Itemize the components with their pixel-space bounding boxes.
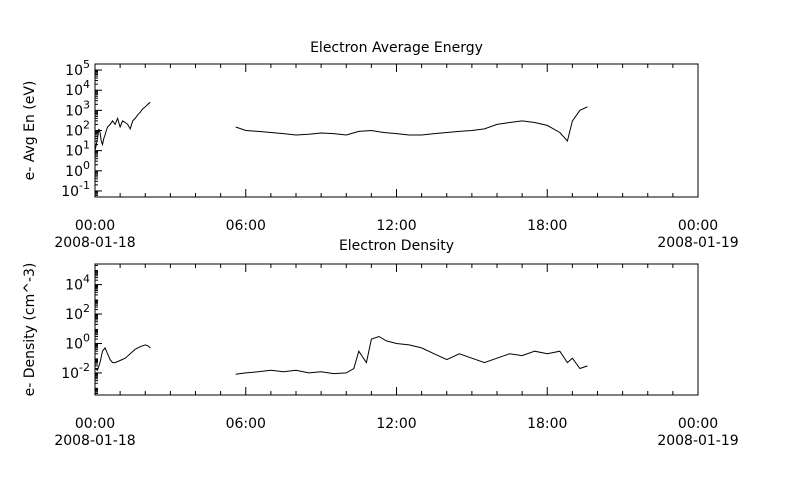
x-tick-label: 06:00 <box>226 218 266 234</box>
panel-2: Electron Density e- Density (cm^-3) 10-2 10… <box>22 238 739 449</box>
x-tick-label: 12:00 <box>376 218 416 234</box>
y-tick-label: 102 <box>65 302 90 323</box>
y-axis-label: e- Avg En (eV) <box>22 81 38 181</box>
x-tick-label: 00:00 <box>75 218 115 234</box>
y-tick-label: 100 <box>65 331 90 352</box>
chart-title: Electron Average Energy <box>310 40 483 56</box>
y-tick-label: 10-1 <box>61 179 90 200</box>
y-tick-label: 104 <box>65 78 90 99</box>
x-tick-label: 00:00 <box>678 218 718 234</box>
plot-frame <box>94 63 699 198</box>
x-tick-label: 00:00 <box>678 416 718 432</box>
x-tick-label: 18:00 <box>527 218 567 234</box>
x-tick-label: 18:00 <box>527 416 567 432</box>
x-tick-label: 12:00 <box>376 416 416 432</box>
y-tick-label: 104 <box>65 273 90 294</box>
series-line-segment-1 <box>94 101 151 151</box>
x-tick-label: 00:00 <box>75 416 115 432</box>
y-tick-label: 100 <box>65 159 90 180</box>
x-tick-date-label: 2008-01-18 <box>54 235 135 251</box>
series-line-segment-1 <box>94 344 151 372</box>
y-tick-label: 102 <box>65 119 90 140</box>
y-axis-label: e- Density (cm^-3) <box>22 263 38 397</box>
chart-title: Electron Density <box>339 238 454 254</box>
x-tick-label: 06:00 <box>226 416 266 432</box>
plot-frame <box>94 263 699 396</box>
x-tick-date-label: 2008-01-19 <box>657 433 738 449</box>
series-line-segment-2 <box>235 106 588 143</box>
series-line-segment-2 <box>235 335 588 375</box>
y-tick-label: 105 <box>65 58 90 79</box>
y-tick-label: 101 <box>65 139 90 160</box>
y-tick-label: 103 <box>65 98 90 119</box>
panel-1: Electron Average Energy e- Avg En (eV) 10-… <box>22 40 739 251</box>
x-tick-date-label: 2008-01-19 <box>657 235 738 251</box>
x-tick-date-label: 2008-01-18 <box>54 433 135 449</box>
y-tick-label: 10-2 <box>61 361 90 382</box>
